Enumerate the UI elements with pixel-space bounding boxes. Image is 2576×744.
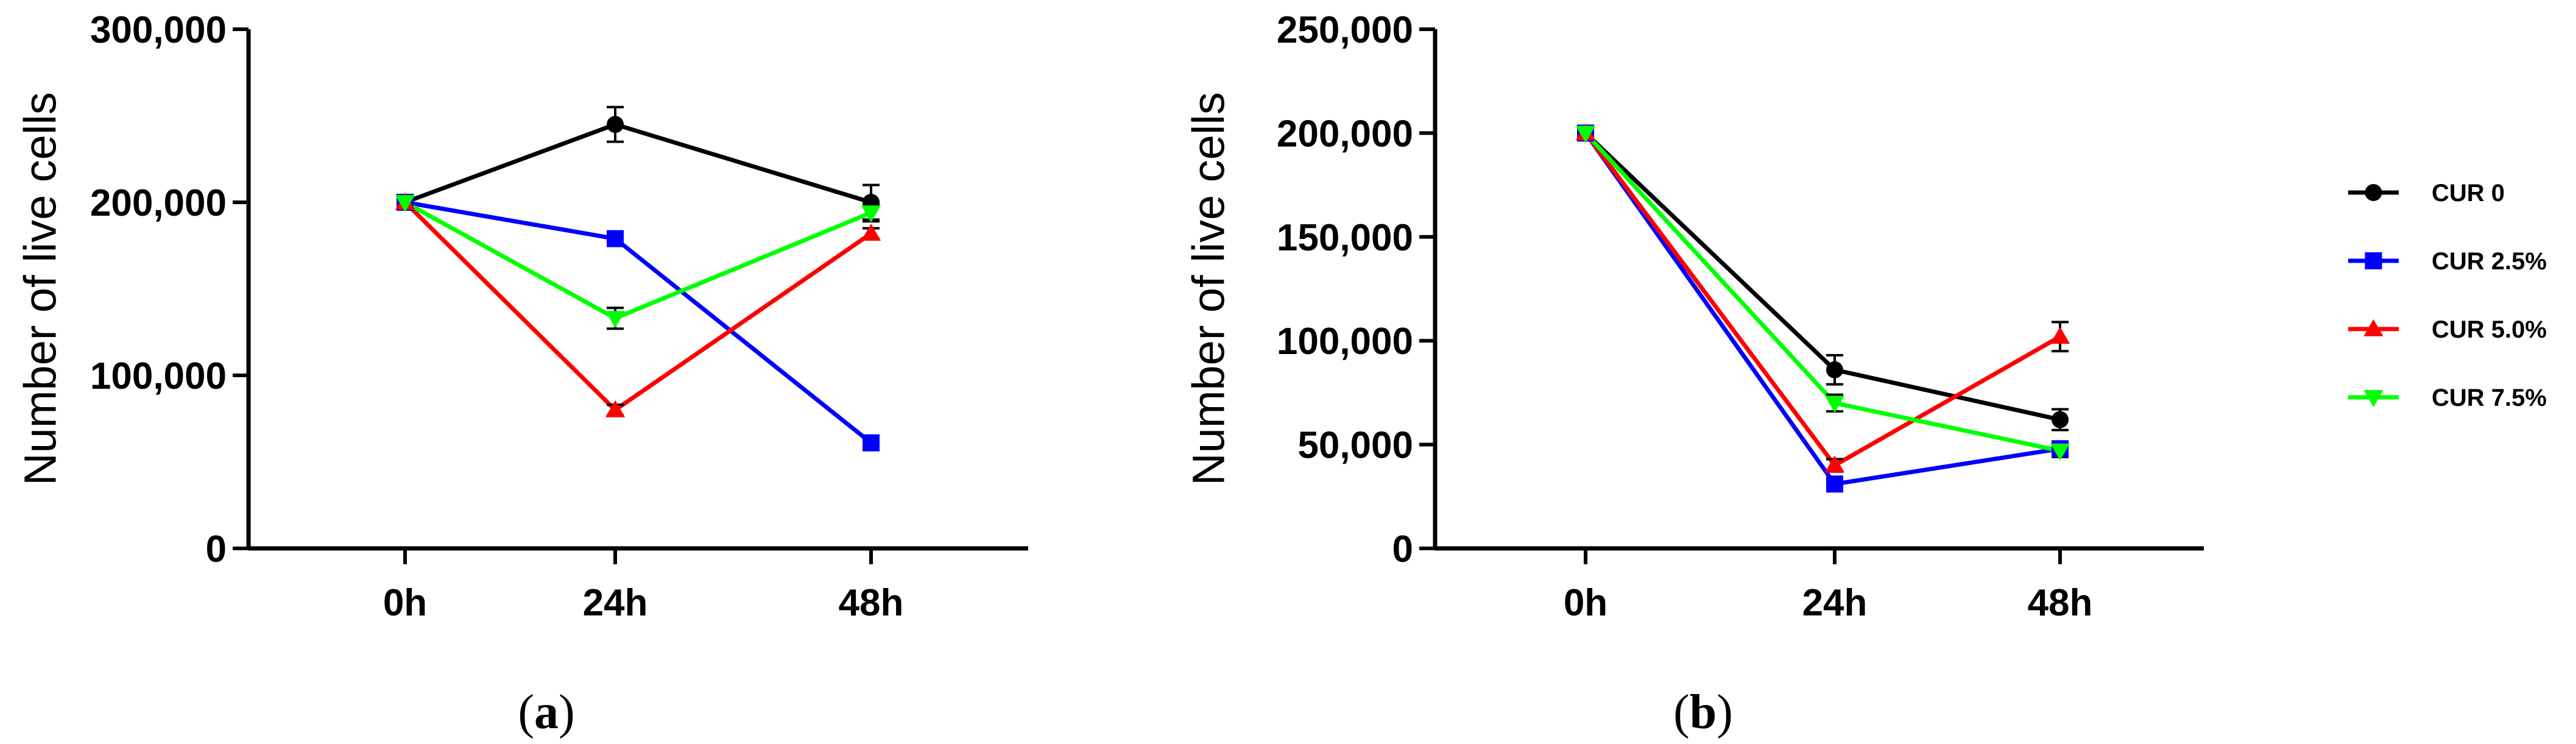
legend: CUR 0 CUR 2.5% CUR 5.0% CUR 7.5% bbox=[2348, 180, 2547, 411]
data-point-cur-5-0 bbox=[1824, 455, 1845, 473]
data-point-cur-2-5 bbox=[1826, 475, 1843, 493]
data-point-cur-7-5 bbox=[1824, 395, 1845, 413]
y-tick-label: 150,000 bbox=[1277, 217, 1413, 259]
legend-marker bbox=[2363, 319, 2384, 336]
data-point-cur-5-0 bbox=[2050, 327, 2070, 344]
chart-panel-b: 0 50,000 100,000 150,000 200,000 250,000 0h 24h… bbox=[1184, 9, 2204, 739]
chart-panel-a: 0 100,000 200,000 300,000 0h 24h 48h Number of … bbox=[15, 9, 1028, 739]
series-line-cur-5-0 bbox=[403, 200, 872, 413]
legend-label: CUR 7.5% bbox=[2432, 384, 2547, 411]
x-tick-label: 24h bbox=[583, 582, 648, 624]
x-tick-label: 0h bbox=[1564, 582, 1607, 624]
y-tick-label: 0 bbox=[1392, 528, 1413, 570]
panel-label-close: ) bbox=[559, 686, 575, 739]
panel-label-letter: b bbox=[1690, 686, 1717, 739]
x-tick-label: 0h bbox=[383, 582, 427, 624]
data-point-cur-7-5 bbox=[2050, 443, 2070, 461]
panel-label: (a) bbox=[518, 686, 574, 739]
legend-entry-cur-5-0: CUR 5.0% bbox=[2348, 316, 2547, 343]
panel-label-letter: a bbox=[534, 686, 559, 739]
legend-marker bbox=[2365, 252, 2382, 269]
y-axis-label: Number of live cells bbox=[1184, 92, 1234, 486]
data-point-cur-2-5 bbox=[863, 434, 880, 452]
legend-entry-cur-0: CUR 0 bbox=[2348, 180, 2505, 207]
legend-label: CUR 0 bbox=[2432, 180, 2505, 207]
data-point-cur-7-5 bbox=[1575, 126, 1596, 143]
y-tick-label: 0 bbox=[206, 528, 227, 570]
y-tick-label: 300,000 bbox=[90, 9, 227, 51]
data-point-cur-0 bbox=[607, 116, 624, 133]
data-point-cur-5-0 bbox=[605, 400, 626, 417]
x-tick-label: 48h bbox=[2028, 582, 2093, 624]
legend-label: CUR 2.5% bbox=[2432, 248, 2547, 275]
data-point-cur-7-5 bbox=[861, 205, 881, 223]
series-line-cur-5-0 bbox=[1584, 132, 2061, 469]
series-line-cur-2-5 bbox=[1584, 132, 2061, 487]
y-tick-label: 200,000 bbox=[1277, 113, 1413, 155]
data-point-cur-2-5 bbox=[607, 230, 624, 247]
legend-marker bbox=[2363, 390, 2384, 408]
legend-entry-cur-2-5: CUR 2.5% bbox=[2348, 248, 2547, 275]
data-point-cur-5-0 bbox=[861, 224, 881, 241]
y-tick-label: 250,000 bbox=[1277, 9, 1413, 51]
y-tick-label: 100,000 bbox=[90, 355, 227, 397]
legend-entry-cur-7-5: CUR 7.5% bbox=[2348, 384, 2547, 411]
data-point-cur-7-5 bbox=[395, 195, 415, 213]
series-line-cur-0 bbox=[404, 122, 872, 205]
panel-label-close: ) bbox=[1717, 686, 1733, 739]
legend-marker bbox=[2365, 184, 2382, 201]
data-point-cur-7-5 bbox=[605, 311, 626, 328]
panel-label: (b) bbox=[1673, 686, 1733, 739]
data-point-cur-0 bbox=[2052, 411, 2069, 428]
series-line-cur-2-5 bbox=[404, 200, 873, 445]
y-tick-label: 50,000 bbox=[1297, 425, 1413, 467]
series-line-cur-7-5 bbox=[404, 200, 872, 321]
legend-label: CUR 5.0% bbox=[2432, 316, 2547, 343]
panel-label-open: ( bbox=[518, 686, 534, 739]
y-tick-label: 100,000 bbox=[1277, 321, 1413, 363]
data-point-cur-0 bbox=[1826, 361, 1843, 378]
y-tick-label: 200,000 bbox=[90, 182, 227, 224]
x-tick-label: 24h bbox=[1802, 582, 1868, 624]
y-axis-label: Number of live cells bbox=[15, 92, 66, 486]
x-tick-label: 48h bbox=[839, 582, 904, 624]
panel-label-open: ( bbox=[1673, 686, 1690, 739]
